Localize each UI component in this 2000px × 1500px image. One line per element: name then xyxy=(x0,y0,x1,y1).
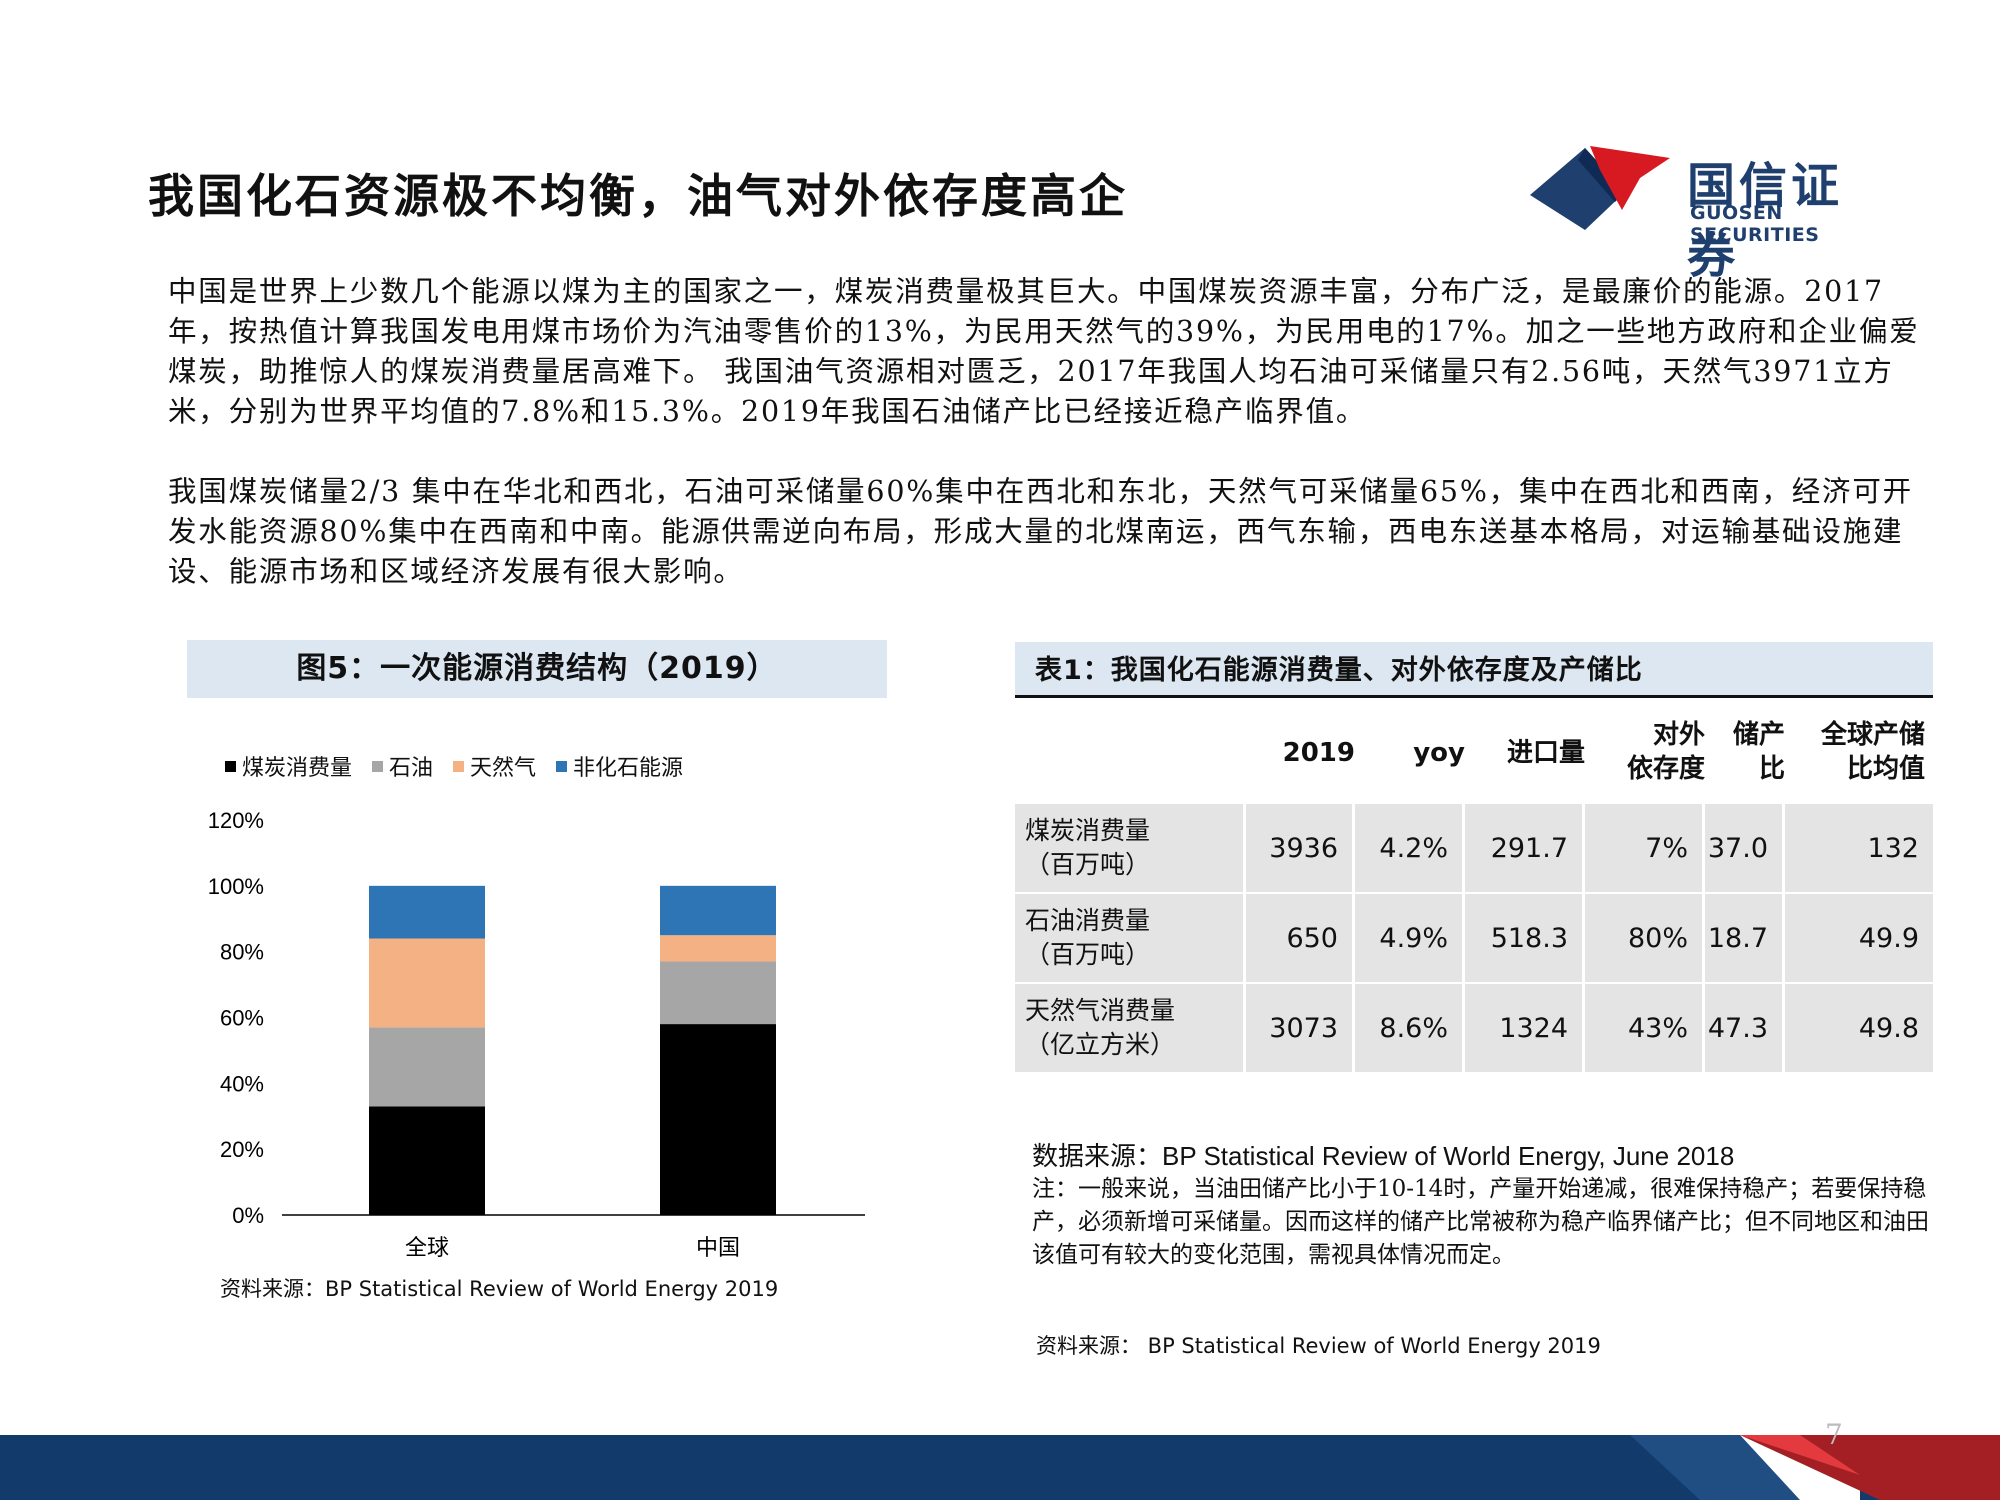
col-header-dependence: 对外 依存度 xyxy=(1626,720,1705,784)
col-header-2019: 2019 xyxy=(1282,738,1355,768)
table-cell: 80% xyxy=(1585,894,1702,982)
col-header-global-rp: 全球产储 比均值 xyxy=(1820,720,1925,784)
col-header-rp-ratio: 储产 比 xyxy=(1732,720,1785,784)
bar-segment xyxy=(660,961,776,1025)
table-cell: 18.7 xyxy=(1705,894,1782,982)
table-row: 石油消费量 （百万吨） 650 4.9% 518.3 80% 18.7 49.9 xyxy=(1015,894,1933,982)
chart-legend: 煤炭消费量 石油 天然气 非化石能源 xyxy=(225,750,683,782)
logo-text-cn: 国信证券 xyxy=(1687,158,1844,284)
table-notes: 数据来源：BP Statistical Review of World Ener… xyxy=(1032,1140,1932,1272)
bar-segment xyxy=(660,1024,776,1215)
legend-swatch xyxy=(453,760,465,772)
bar-segment xyxy=(369,938,485,1028)
table-header-row: 2019 yoy 进口量 对外 依存度 储产 比 全球产储 比均值 xyxy=(1015,712,1933,804)
table-cell: 4.9% xyxy=(1355,894,1462,982)
figure-heading: 图5：一次能源消费结构（2019） xyxy=(187,640,887,698)
table-cell: 650 xyxy=(1246,894,1352,982)
footer-decoration xyxy=(1630,1435,2000,1500)
guosen-logo: 国信证券 GUOSEN SECURITIES xyxy=(1530,140,1890,284)
y-tick-label: 100% xyxy=(208,874,264,899)
row-label: 石油消费量 （百万吨） xyxy=(1015,894,1243,982)
table-cell: 37.0 xyxy=(1705,804,1782,892)
table-cell: 7% xyxy=(1585,804,1702,892)
table-cell: 132 xyxy=(1785,804,1933,892)
data-source: 数据来源：BP Statistical Review of World Ener… xyxy=(1032,1141,1735,1171)
row-label: 煤炭消费量 （百万吨） xyxy=(1015,804,1243,892)
table-source: 资料来源： BP Statistical Review of World Ene… xyxy=(1036,1334,1601,1358)
legend-swatch xyxy=(556,760,568,772)
table-row: 天然气消费量 （亿立方米） 3073 8.6% 1324 43% 47.3 49.8 xyxy=(1015,984,1933,1072)
table-cell: 1324 xyxy=(1465,984,1582,1072)
x-tick-label: 中国 xyxy=(696,1236,740,1261)
y-tick-label: 60% xyxy=(220,1006,264,1031)
energy-table: 2019 yoy 进口量 对外 依存度 储产 比 全球产储 比均值 煤炭消费量 … xyxy=(1015,712,1933,1072)
legend-swatch xyxy=(372,760,384,772)
bar-segment xyxy=(660,885,776,936)
figure-source: 资料来源：BP Statistical Review of World Ener… xyxy=(220,1277,779,1301)
bar-segment xyxy=(660,935,776,962)
note-text: 注：一般来说，当油田储产比小于10-14时，产量开始递减，很难保持稳产；若要保持… xyxy=(1032,1176,1929,1268)
y-tick-label: 120% xyxy=(208,808,264,833)
table-cell: 4.2% xyxy=(1355,804,1462,892)
table-cell: 518.3 xyxy=(1465,894,1582,982)
table-cell: 8.6% xyxy=(1355,984,1462,1072)
legend-item-gas: 天然气 xyxy=(453,750,536,782)
table-cell: 291.7 xyxy=(1465,804,1582,892)
y-tick-label: 20% xyxy=(220,1137,264,1162)
distribution-paragraph: 我国煤炭储量2/3 集中在华北和西北，石油可采储量60%集中在西北和东北，天然气… xyxy=(168,475,1913,588)
page-title: 我国化石资源极不均衡，油气对外依存度高企 xyxy=(148,169,1128,223)
legend-label: 石油 xyxy=(389,756,434,781)
legend-swatch xyxy=(225,760,236,772)
page-number: 7 xyxy=(1825,1418,1843,1451)
row-label: 天然气消费量 （亿立方米） xyxy=(1015,984,1243,1072)
table-heading: 表1：我国化石能源消费量、对外依存度及产储比 xyxy=(1015,642,1933,698)
table-cell: 49.9 xyxy=(1785,894,1933,982)
x-tick-label: 全球 xyxy=(405,1236,449,1261)
legend-label: 煤炭消费量 xyxy=(242,756,353,781)
legend-item-oil: 石油 xyxy=(372,750,433,782)
bar-segment xyxy=(369,1106,485,1215)
table-cell: 47.3 xyxy=(1705,984,1782,1072)
legend-label: 非化石能源 xyxy=(573,756,684,781)
energy-structure-chart: 0% 20% 40% 60% 80% 100% 120% 全球 中国 xyxy=(208,808,865,1261)
col-header-yoy: yoy xyxy=(1413,738,1465,768)
table-row: 煤炭消费量 （百万吨） 3936 4.2% 291.7 7% 37.0 132 xyxy=(1015,804,1933,892)
table-cell: 49.8 xyxy=(1785,984,1933,1072)
bar-segment xyxy=(369,1027,485,1107)
logo-mark-icon xyxy=(1530,146,1670,230)
table-cell: 3936 xyxy=(1246,804,1352,892)
col-header-import: 进口量 xyxy=(1506,738,1585,768)
y-tick-label: 40% xyxy=(220,1071,264,1096)
table-cell: 3073 xyxy=(1246,984,1352,1072)
intro-paragraph: 中国是世界上少数几个能源以煤为主的国家之一，煤炭消费量极其巨大。中国煤炭资源丰富… xyxy=(168,275,1920,428)
legend-item-nonfossil: 非化石能源 xyxy=(556,750,683,782)
y-tick-label: 80% xyxy=(220,940,264,965)
legend-item-coal: 煤炭消费量 xyxy=(225,750,352,782)
y-tick-label: 0% xyxy=(232,1203,264,1228)
logo-text-en: GUOSEN SECURITIES xyxy=(1690,202,1820,246)
bar-segment xyxy=(369,885,485,939)
table-cell: 43% xyxy=(1585,984,1702,1072)
legend-label: 天然气 xyxy=(470,756,537,781)
